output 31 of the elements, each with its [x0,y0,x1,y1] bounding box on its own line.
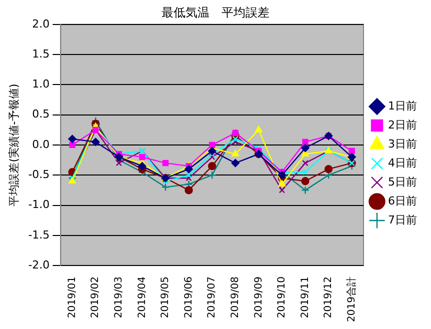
y-axis-title: 平均誤差(実績値-予報値) [7,84,20,206]
legend-label: 2日前 [388,118,417,132]
x-tick-label: 2019/11 [300,276,311,318]
x-tick-label: 2019合計 [345,276,358,322]
y-tick-label: 1.5 [32,47,50,60]
x-tick-label: 2019/01 [66,276,78,318]
legend-label: 6日前 [388,194,417,208]
legend-label: 7日前 [388,213,417,226]
y-tick-label: 2.0 [32,17,50,30]
x-tick-label: 2019/07 [206,276,218,318]
legend-label: 5日前 [388,175,417,188]
y-tick-label: -1.5 [28,228,50,242]
x-tick-label: 2019/12 [323,276,334,318]
y-tick-label: 0.0 [32,138,50,151]
chart-title: 最低気温 平均誤差 [162,5,270,20]
y-tick-label: -2.0 [28,258,50,272]
x-tick-label: 2019/06 [183,276,194,318]
x-tick-label: 2019/10 [276,276,288,318]
y-tick-label: 1.0 [32,78,50,91]
x-tick-label: 2019/09 [253,276,264,318]
x-tick-label: 2019/04 [136,276,148,318]
x-tick-label: 2019/08 [230,276,241,318]
x-tick-label: 2019/02 [90,276,102,318]
x-tick-label: 2019/05 [160,276,172,318]
y-tick-label: -0.5 [28,168,50,181]
y-tick-label: -1.0 [28,198,50,212]
x-tick-label: 2019/03 [113,276,124,318]
legend-label: 4日前 [388,156,417,170]
y-tick-label: 0.5 [32,108,50,121]
legend-label: 3日前 [388,137,417,150]
legend-label: 1日前 [388,99,417,112]
